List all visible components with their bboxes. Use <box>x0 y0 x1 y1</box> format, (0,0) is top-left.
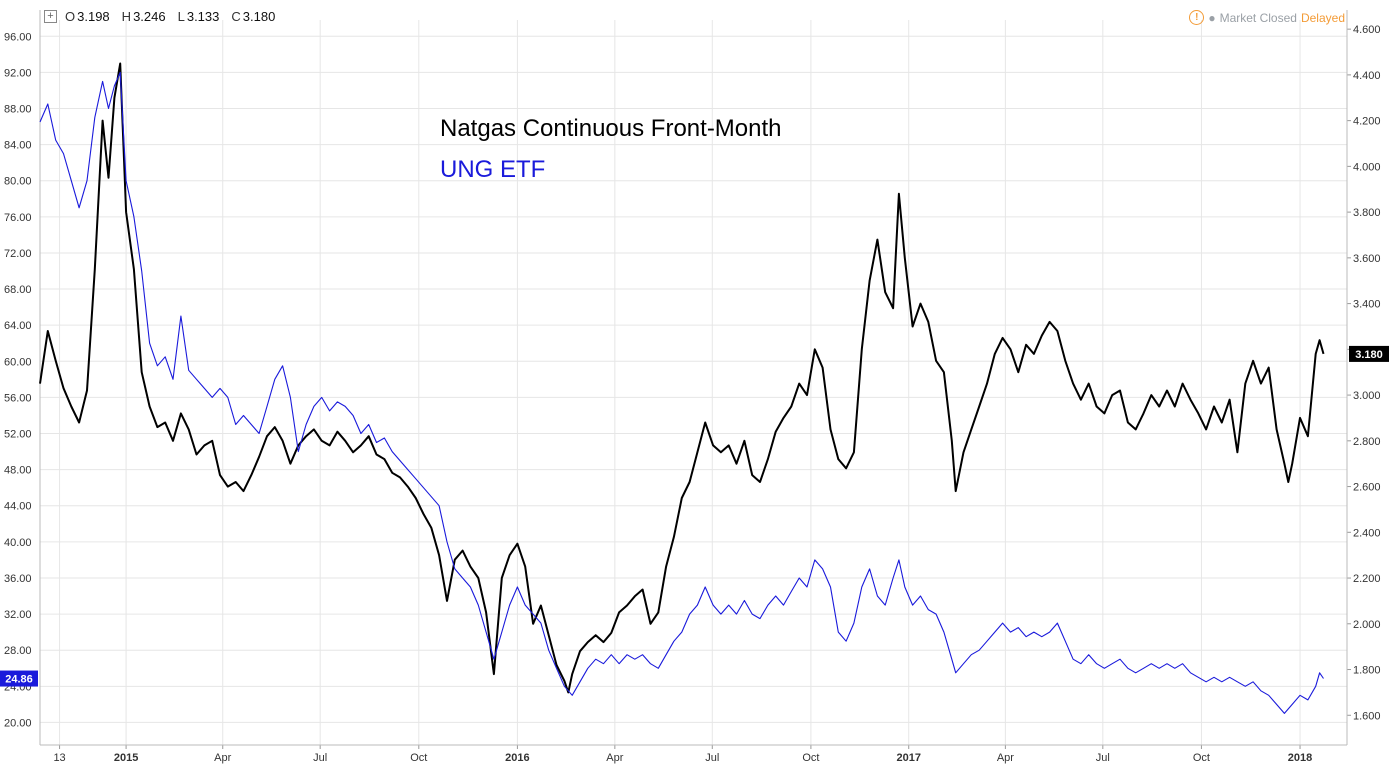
left-tick-label: 28.00 <box>4 645 32 657</box>
left-tick-label: 76.00 <box>4 212 32 224</box>
right-current-label: 3.180 <box>1355 349 1383 361</box>
delayed-text: Delayed <box>1300 10 1345 25</box>
left-tick-label: 32.00 <box>4 609 32 621</box>
x-tick-label: Apr <box>606 752 623 764</box>
left-tick-label: 84.00 <box>4 140 32 152</box>
x-tick-label: 2015 <box>114 752 138 764</box>
right-tick-label: 2.400 <box>1353 527 1381 539</box>
x-tick-label: Jul <box>1096 752 1110 764</box>
right-tick-label: 3.000 <box>1353 390 1381 402</box>
expand-plus-icon[interactable]: + <box>44 10 57 23</box>
left-current-label: 24.86 <box>5 674 33 686</box>
right-tick-label: 2.000 <box>1353 619 1381 631</box>
legend-ung: UNG ETF <box>440 156 546 183</box>
x-tick-label: Oct <box>802 752 819 764</box>
right-tick-label: 1.600 <box>1353 710 1381 722</box>
ohlc-close: C 3.180 <box>231 9 276 24</box>
right-tick-label: 1.800 <box>1353 665 1381 677</box>
right-tick-label: 3.600 <box>1353 253 1381 265</box>
left-tick-label: 92.00 <box>4 67 32 79</box>
right-tick-label: 2.200 <box>1353 573 1381 585</box>
right-tick-label: 3.800 <box>1353 207 1381 219</box>
x-tick-label: 2018 <box>1288 752 1312 764</box>
x-tick-label: Apr <box>997 752 1014 764</box>
status-dot-icon: ● <box>1208 10 1216 25</box>
left-tick-label: 56.00 <box>4 392 32 404</box>
left-tick-label: 60.00 <box>4 356 32 368</box>
left-tick-label: 36.00 <box>4 573 32 585</box>
ohlc-high: H 3.246 <box>121 9 166 24</box>
left-tick-label: 52.00 <box>4 429 32 441</box>
x-tick-label: 2017 <box>896 752 920 764</box>
legend-natgas: Natgas Continuous Front-Month <box>440 115 782 142</box>
left-tick-label: 80.00 <box>4 176 32 188</box>
right-tick-label: 4.200 <box>1353 116 1381 128</box>
ohlc-low: L 3.133 <box>177 9 220 24</box>
ohlc-readout: + O 3.198 H 3.246 L 3.133 C 3.180 <box>44 9 283 24</box>
x-tick-label: Oct <box>1193 752 1210 764</box>
natgas-line <box>39 62 1325 694</box>
left-tick-label: 96.00 <box>4 31 32 43</box>
right-tick-label: 4.000 <box>1353 161 1381 173</box>
ung-etf-line <box>39 71 1324 714</box>
left-tick-label: 44.00 <box>4 501 32 513</box>
left-current-badge <box>0 670 38 687</box>
left-tick-label: 20.00 <box>4 717 32 729</box>
right-tick-label: 4.400 <box>1353 70 1381 82</box>
right-tick-label: 3.400 <box>1353 299 1381 311</box>
warning-icon[interactable]: ! <box>1189 10 1205 25</box>
left-tick-label: 88.00 <box>4 103 32 115</box>
right-current-badge <box>1349 345 1389 362</box>
left-tick-label: 64.00 <box>4 320 32 332</box>
x-tick-label: Jul <box>313 752 327 764</box>
left-tick-label: 72.00 <box>4 248 32 260</box>
left-tick-label: 40.00 <box>4 537 32 549</box>
x-tick-label: 2016 <box>505 752 529 764</box>
right-tick-label: 4.600 <box>1353 24 1381 36</box>
x-tick-label: Apr <box>214 752 231 764</box>
market-status: ! ● Market Closed Delayed <box>1189 10 1345 25</box>
x-tick-label: 13 <box>53 752 65 764</box>
right-tick-label: 2.600 <box>1353 482 1381 494</box>
market-closed-text: Market Closed <box>1219 10 1297 25</box>
left-tick-label: 48.00 <box>4 465 32 477</box>
x-tick-label: Oct <box>410 752 427 764</box>
x-tick-label: Jul <box>705 752 719 764</box>
right-tick-label: 2.800 <box>1353 436 1381 448</box>
left-tick-label: 68.00 <box>4 284 32 296</box>
ohlc-open: O 3.198 <box>65 9 110 24</box>
